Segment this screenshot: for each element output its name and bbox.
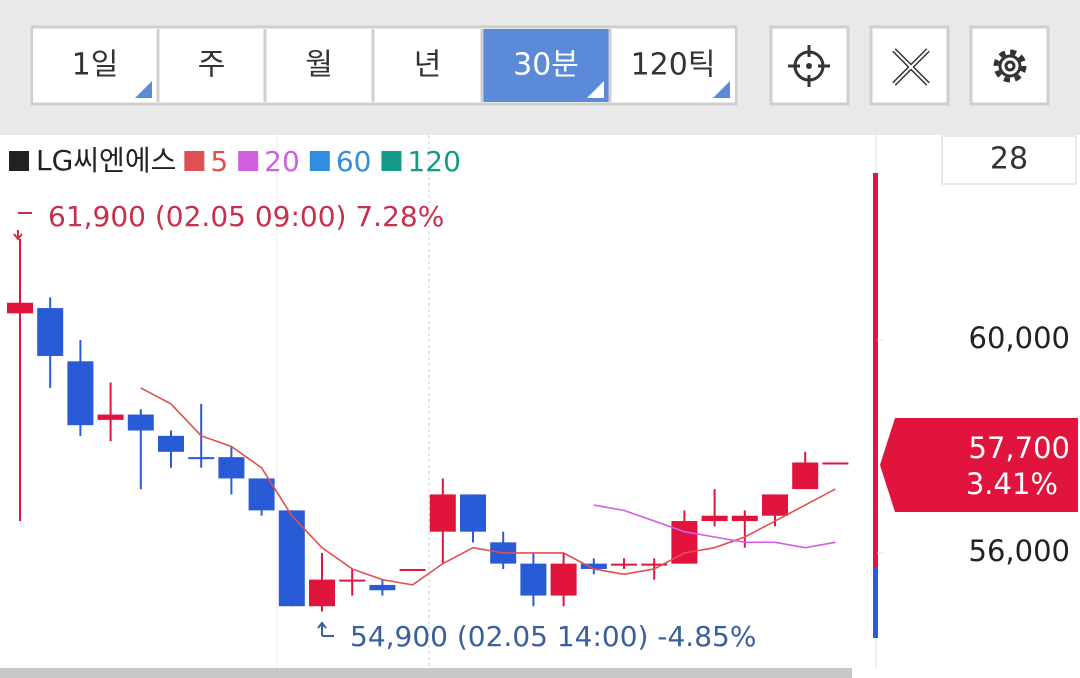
tab-label: 1일 (72, 48, 119, 83)
legend-swatch (184, 151, 205, 171)
ma-line (593, 504, 836, 549)
candle-body (127, 414, 154, 431)
strength-bar-down (873, 568, 878, 638)
tab-label: 주 (198, 48, 226, 83)
current-change: 3.41% (966, 467, 1058, 501)
tab-dropdown (713, 81, 730, 98)
candle-body (37, 308, 64, 356)
candle-body (611, 563, 637, 566)
candle-body (188, 457, 215, 460)
scrollbar (0, 668, 852, 678)
candle-body (822, 462, 849, 465)
tab-label: 월 (305, 48, 333, 83)
legend-swatch (238, 151, 259, 171)
candle-body (520, 563, 547, 596)
candle-body (67, 361, 94, 426)
candle-body (550, 563, 577, 596)
current-price-tag (880, 418, 1078, 512)
y-tick-label: 56,000 (969, 534, 1070, 568)
tab-dropdown (587, 81, 604, 98)
candle-body (158, 435, 184, 452)
legend-label: 120 (407, 145, 460, 178)
candle-body (641, 563, 668, 566)
settings-button[interactable] (969, 25, 1050, 106)
current-price: 57,700 (969, 431, 1070, 465)
count-box[interactable] (941, 135, 1077, 185)
tab-button[interactable] (33, 29, 157, 102)
candle-body (97, 414, 124, 420)
candle-body (701, 515, 728, 522)
tab-button[interactable] (611, 29, 735, 102)
candle-body (339, 579, 366, 582)
candle-body (309, 579, 335, 607)
high-arrow (13, 212, 32, 241)
candle-body (218, 457, 245, 479)
tab-dropdown (135, 81, 152, 98)
candle-body (762, 494, 788, 516)
legend-label: 60 (336, 145, 372, 178)
candle-body (278, 510, 305, 607)
tab-button[interactable] (374, 29, 481, 102)
candle-body (399, 568, 426, 571)
tab-label: 30분 (513, 48, 579, 83)
tab-button[interactable] (483, 29, 609, 102)
candle-body (460, 494, 486, 532)
tab-button[interactable] (266, 29, 372, 102)
draw-tools-button[interactable] (869, 25, 950, 106)
candle-body (792, 462, 819, 490)
candle-body (731, 515, 758, 522)
high-label: 61,900 (02.05 09:00) 7.28% (48, 200, 444, 233)
candle-body (580, 563, 607, 569)
legend-label: 5 (210, 145, 228, 178)
candle-body (429, 494, 456, 532)
legend-swatch (309, 151, 330, 171)
target-button[interactable] (769, 25, 850, 106)
candle-body (7, 302, 33, 314)
legend-swatch (381, 151, 402, 171)
low-arrow (317, 621, 334, 637)
ma-line (140, 387, 836, 586)
tab-button[interactable] (159, 29, 264, 102)
legend-label: 20 (264, 145, 300, 178)
legend-title: LG씨엔에스 (36, 144, 176, 177)
tab-label: 년 (414, 48, 442, 83)
low-label: 54,900 (02.05 14:00) -4.85% (350, 620, 756, 653)
candle-body (369, 584, 396, 591)
y-tick-label: 60,000 (969, 321, 1070, 355)
candle-body (248, 478, 275, 511)
legend-swatch (9, 151, 29, 171)
strength-bar-up (873, 173, 878, 568)
tab-label: 120틱 (631, 48, 716, 83)
count-text: 28 (990, 142, 1028, 177)
